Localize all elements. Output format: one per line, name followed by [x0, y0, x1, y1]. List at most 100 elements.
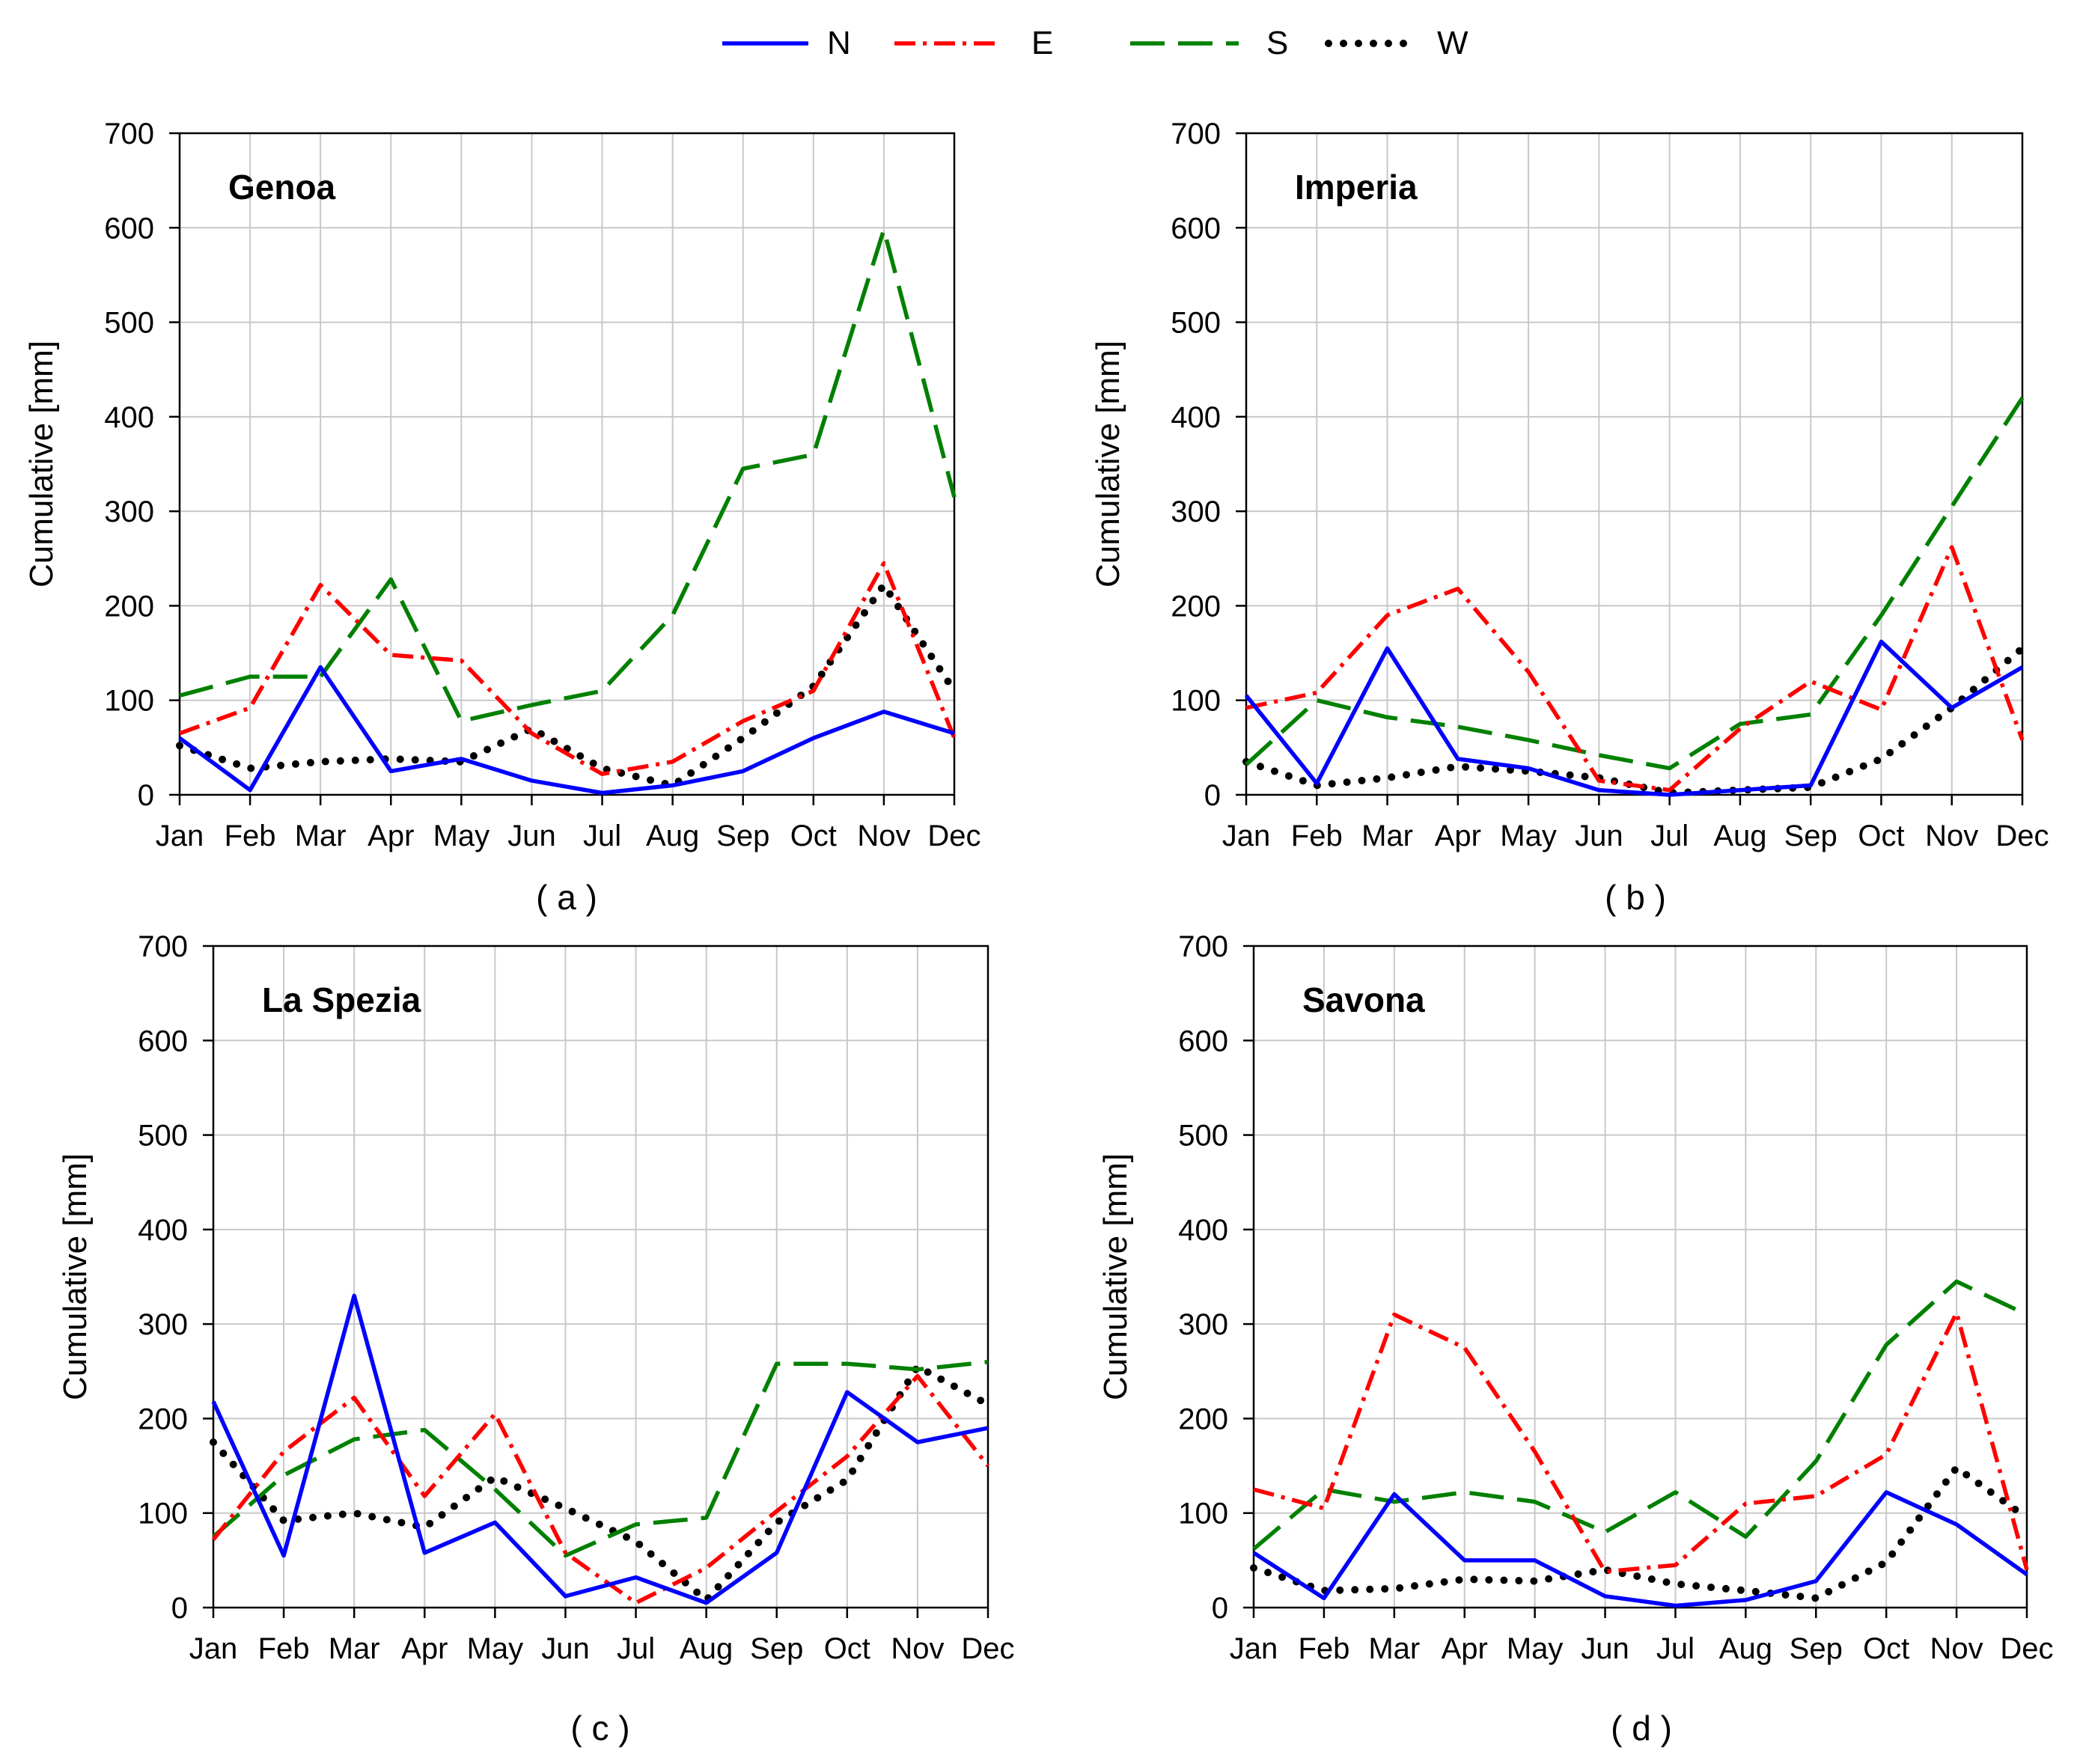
- y-tick-label: 600: [1178, 1025, 1228, 1058]
- x-tick-label: Aug: [1713, 820, 1766, 852]
- x-tick-label: Aug: [646, 820, 699, 852]
- legend-label-n: N: [827, 25, 851, 61]
- x-tick-label: Nov: [1930, 1632, 1983, 1665]
- x-tick-label: Dec: [927, 820, 980, 852]
- x-tick-label: Oct: [790, 820, 837, 852]
- x-tick-label: Nov: [1925, 820, 1978, 852]
- x-tick-label: Sep: [1784, 820, 1837, 852]
- x-tick-label: Nov: [891, 1632, 944, 1665]
- x-tick-label: Sep: [750, 1632, 803, 1665]
- x-axis: Jan Feb Mar Apr May Jun Jul Aug Sep Oct Nov Dec: [1222, 795, 2049, 852]
- y-tick-label: 500: [104, 307, 154, 340]
- y-tick-label: 400: [1171, 401, 1221, 434]
- y-tick-label: 300: [104, 495, 154, 528]
- legend-label-e: E: [1031, 25, 1053, 61]
- chart-title: La Spezia: [262, 980, 421, 1019]
- y-axis: 0 100 200 300 400 500 600 700: [104, 118, 180, 812]
- x-tick-label: Dec: [1995, 820, 2049, 852]
- x-tick-label: Dec: [2000, 1632, 2053, 1665]
- series-line-e: [1253, 1310, 2029, 1574]
- series-line-s: [179, 228, 957, 724]
- legend-label-w: W: [1437, 25, 1468, 61]
- x-axis: Jan Feb Mar Apr May Jun Jul Aug Sep Oct Nov Dec: [1230, 1608, 2054, 1665]
- x-tick-label: May: [467, 1632, 524, 1665]
- y-tick-label: 400: [1178, 1214, 1228, 1247]
- x-axis: Jan Feb Mar Apr May Jun Jul Aug Sep Oct Nov Dec: [189, 1608, 1015, 1665]
- x-tick-label: May: [1507, 1632, 1564, 1665]
- y-tick-label: 300: [1178, 1308, 1228, 1341]
- chart-title: Genoa: [228, 168, 336, 207]
- plot-frame: [1245, 132, 2024, 796]
- y-axis: 0 100 200 300 400 500 600 700: [1171, 118, 1246, 812]
- y-tick-label: 100: [138, 1498, 188, 1530]
- x-tick-label: Apr: [1442, 1632, 1488, 1665]
- x-tick-label: Oct: [824, 1632, 870, 1665]
- plot-frame: [1252, 944, 2028, 1609]
- y-tick-label: 300: [138, 1308, 188, 1341]
- y-tick-label: 700: [138, 930, 188, 963]
- y-tick-label: 600: [104, 212, 154, 245]
- series-line-s: [1245, 397, 2025, 771]
- gridlines: [179, 132, 955, 796]
- legend-item-s: S: [1130, 25, 1288, 61]
- y-tick-label: 200: [1171, 590, 1221, 623]
- y-tick-label: 200: [104, 590, 154, 623]
- x-tick-label: Jan: [1230, 1632, 1278, 1665]
- panel-caption: ( b ): [1605, 878, 1666, 917]
- x-tick-label: Jan: [156, 820, 204, 852]
- y-tick-label: 300: [1171, 495, 1221, 528]
- series-line-w: [1242, 644, 2026, 797]
- legend-label-s: S: [1266, 25, 1288, 61]
- x-tick-label: Apr: [367, 820, 414, 852]
- y-tick-label: 100: [1171, 685, 1221, 718]
- x-tick-label: Jan: [1222, 820, 1271, 852]
- x-tick-label: Jul: [583, 820, 621, 852]
- x-tick-label: May: [1500, 820, 1557, 852]
- y-tick-label: 700: [1171, 118, 1221, 150]
- x-tick-label: May: [433, 820, 490, 852]
- legend-item-n: N: [722, 25, 851, 61]
- x-tick-label: Jul: [1650, 820, 1689, 852]
- series-line-e: [1245, 545, 2025, 793]
- series-line-w: [210, 1363, 992, 1604]
- series-line-n: [1244, 639, 2024, 797]
- chart-panel-4: 0 100 200 300 400 500 600 700 Jan Feb Mar Apr May Jun…: [1097, 930, 2054, 1748]
- x-tick-label: Oct: [1863, 1632, 1909, 1665]
- x-tick-label: Jun: [1581, 1632, 1629, 1665]
- plot-frame: [178, 132, 956, 796]
- y-tick-label: 0: [1212, 1592, 1228, 1625]
- series-line-s: [1252, 1279, 2028, 1551]
- chart-title: Savona: [1302, 980, 1425, 1019]
- x-tick-label: Feb: [1291, 820, 1343, 852]
- gridlines: [213, 945, 989, 1608]
- y-tick-label: 500: [1171, 307, 1221, 340]
- x-tick-label: Jan: [189, 1632, 238, 1665]
- x-tick-label: Jul: [617, 1632, 655, 1665]
- x-tick-label: Aug: [680, 1632, 733, 1665]
- y-tick-label: 400: [138, 1214, 188, 1247]
- y-tick-label: 700: [1178, 930, 1228, 963]
- panel-caption: ( d ): [1611, 1709, 1672, 1748]
- x-tick-label: Nov: [857, 820, 910, 852]
- x-tick-label: Sep: [716, 820, 769, 852]
- x-tick-label: Apr: [401, 1632, 448, 1665]
- series-line-w: [1250, 1464, 2031, 1602]
- y-tick-label: 500: [138, 1120, 188, 1153]
- y-axis-label: Cumulative [mm]: [23, 341, 60, 588]
- series-line-n: [1252, 1490, 2028, 1608]
- x-tick-label: Oct: [1858, 820, 1904, 852]
- y-tick-label: 0: [1204, 779, 1221, 812]
- x-tick-label: Mar: [1361, 820, 1413, 852]
- plot-frame: [212, 944, 989, 1609]
- x-tick-label: Jun: [1575, 820, 1623, 852]
- series-line-n: [211, 1293, 989, 1605]
- x-tick-label: Jun: [507, 820, 556, 852]
- y-tick-label: 200: [1178, 1403, 1228, 1435]
- y-tick-label: 200: [138, 1403, 188, 1435]
- chart-panel-3: 0 100 200 300 400 500 600 700 Jan Feb Mar Apr May Jun…: [57, 930, 1015, 1748]
- y-tick-label: 0: [138, 779, 154, 812]
- x-tick-label: Aug: [1719, 1632, 1772, 1665]
- gridlines: [1253, 945, 2028, 1608]
